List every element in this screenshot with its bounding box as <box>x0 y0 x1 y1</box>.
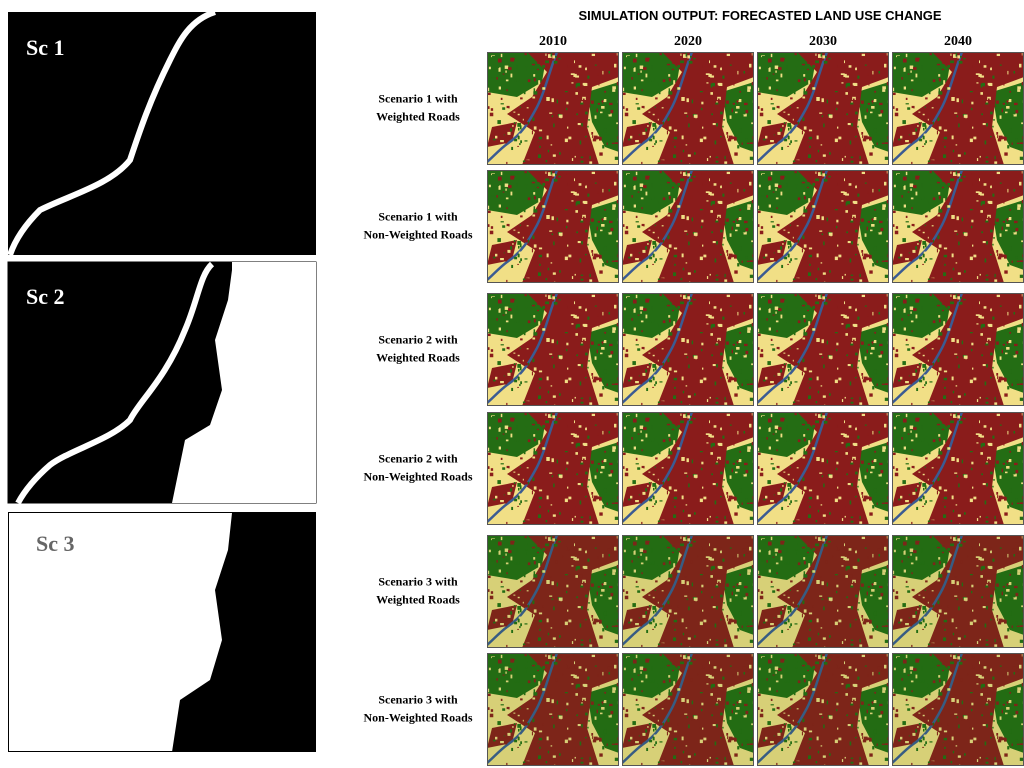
land-use-map <box>487 412 619 525</box>
land-use-map <box>622 412 754 525</box>
river <box>7 9 217 257</box>
land-use-map <box>757 653 889 766</box>
land-use-map <box>622 170 754 283</box>
year-label: 2010 <box>539 34 567 49</box>
zone <box>172 262 316 503</box>
land-use-map <box>757 412 889 525</box>
row-label: Weighted Roads <box>376 110 460 124</box>
year-label: 2040 <box>944 34 972 49</box>
land-use-map <box>622 535 754 648</box>
zone <box>172 513 316 752</box>
panel-label: Sc 2 <box>26 284 65 309</box>
land-use-map <box>622 293 754 406</box>
land-use-map <box>892 653 1024 766</box>
land-use-map <box>892 535 1024 648</box>
title: SIMULATION OUTPUT: FORECASTED LAND USE C… <box>578 8 941 23</box>
land-use-map <box>757 535 889 648</box>
row-label: Weighted Roads <box>376 351 460 365</box>
row-label: Scenario 2 with <box>378 333 458 347</box>
land-use-map <box>757 52 889 165</box>
row-label: Non-Weighted Roads <box>363 228 472 242</box>
land-use-map <box>757 170 889 283</box>
scenario-map <box>8 12 316 255</box>
land-use-map <box>892 52 1024 165</box>
row-label: Scenario 1 with <box>378 92 458 106</box>
land-use-map <box>487 653 619 766</box>
row-label: Non-Weighted Roads <box>363 470 472 484</box>
row-label: Scenario 1 with <box>378 210 458 224</box>
panel-label: Sc 1 <box>26 35 65 60</box>
year-label: 2030 <box>809 34 837 49</box>
land-use-map <box>892 170 1024 283</box>
row-label: Scenario 3 with <box>378 693 458 707</box>
land-use-map <box>487 52 619 165</box>
row-label: Non-Weighted Roads <box>363 711 472 725</box>
year-label: 2020 <box>674 34 702 49</box>
panel-label: Sc 3 <box>36 531 75 556</box>
land-use-map <box>757 293 889 406</box>
land-use-map <box>487 535 619 648</box>
row-label: Weighted Roads <box>376 593 460 607</box>
land-use-map <box>892 412 1024 525</box>
land-use-map <box>622 52 754 165</box>
row-label: Scenario 2 with <box>378 452 458 466</box>
land-use-map <box>487 170 619 283</box>
river <box>15 261 215 505</box>
land-use-map <box>487 293 619 406</box>
row-label: Scenario 3 with <box>378 575 458 589</box>
land-use-map <box>622 653 754 766</box>
land-use-map <box>892 293 1024 406</box>
